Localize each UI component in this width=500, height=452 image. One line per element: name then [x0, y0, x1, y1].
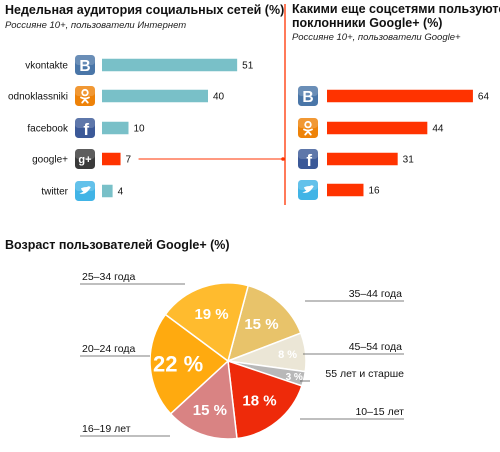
bar-vkontakte — [327, 89, 473, 103]
vk-icon: B — [298, 86, 318, 106]
chart-title-other-networks-line1: Какими еще соцсетями пользуются — [292, 2, 500, 16]
bar-vkontakte — [102, 58, 238, 72]
pie-label-55-лет-и-старше: 55 лет и старше — [325, 368, 404, 380]
value-label-vkontakte: 51 — [242, 61, 254, 72]
value-label-vkontakte: 64 — [478, 92, 490, 103]
pie-slice-25-34-года — [164, 282, 250, 363]
category-label-vkontakte: vkontakte — [25, 61, 68, 72]
pie-label-10-15-лет: 10–15 лет — [355, 406, 404, 418]
svg-text:f: f — [83, 120, 89, 139]
odnoklassniki-icon — [298, 118, 318, 138]
pie-value-20-24-года: 22 % — [153, 352, 203, 377]
pie-label-25-34-года: 25–34 года — [82, 271, 135, 283]
pie-slice-20-24-года — [149, 313, 230, 415]
value-label-odnoklassniki: 44 — [432, 124, 444, 135]
value-label-twitter: 16 — [368, 186, 380, 197]
chart-subtitle-other-networks: Россияне 10+, пользователи Google+ — [292, 32, 461, 43]
pie-value-45-54-года: 8 % — [278, 349, 297, 361]
pie-label-16-19-лет: 16–19 лет — [82, 423, 131, 435]
pie-label-45-54-года: 45–54 года — [349, 341, 402, 353]
pie-value-16-19-лет: 15 % — [193, 402, 227, 419]
pie-value-35-44-года: 15 % — [244, 316, 278, 333]
value-label-facebook: 10 — [134, 124, 146, 135]
pie-label-20-24-года: 20–24 года — [82, 343, 135, 355]
pie-value-55-лет-и-старше: 3 % — [286, 372, 303, 383]
chart-subtitle-weekly-audience: Россияне 10+, пользователи Интернет — [5, 20, 186, 31]
value-label-google-plus: 7 — [126, 155, 132, 166]
chart-title-other-networks-line2: поклонники Google+ (%) — [292, 16, 442, 30]
bar-facebook — [327, 152, 398, 166]
bar-google-plus — [102, 152, 121, 166]
age-pie-chart: 15 % 35–44 года 8 % 45–54 года 3 % 55 лет и с… — [80, 271, 404, 440]
twitter-icon — [75, 181, 95, 201]
pie-slice-16-19-лет — [169, 359, 238, 440]
other-networks-bar-chart: B 64 44 f 31 16 — [298, 86, 489, 200]
category-label-odnoklassniki: odnoklassniki — [8, 92, 68, 103]
svg-text:B: B — [302, 89, 313, 106]
pie-value-10-15-лет: 18 % — [242, 392, 276, 409]
google-plus-icon: g+ — [75, 149, 95, 169]
pie-slice-10-15-лет — [227, 359, 303, 440]
bar-odnoklassniki — [102, 89, 208, 103]
value-label-twitter: 4 — [118, 187, 124, 198]
facebook-icon: f — [298, 149, 318, 170]
svg-text:f: f — [306, 151, 312, 170]
category-label-google-plus: google+ — [32, 155, 68, 166]
category-label-facebook: facebook — [27, 124, 69, 135]
odnoklassniki-icon — [75, 86, 95, 106]
bar-facebook — [102, 121, 129, 135]
svg-text:B: B — [79, 58, 90, 75]
bar-twitter — [102, 184, 113, 198]
pie-slice-35-44-года — [226, 284, 302, 363]
value-label-facebook: 31 — [403, 155, 415, 166]
weekly-audience-bar-chart: vkontakte B 51 odnoklassniki 40 facebook f 10 go… — [8, 55, 285, 201]
value-label-odnoklassniki: 40 — [213, 92, 225, 103]
svg-text:g+: g+ — [78, 154, 91, 166]
bar-twitter — [327, 183, 364, 197]
pie-label-35-44-года: 35–44 года — [349, 288, 402, 300]
connector-dot — [281, 157, 285, 161]
facebook-icon: f — [75, 118, 95, 139]
vk-icon: B — [75, 55, 95, 75]
chart-title-weekly-audience: Недельная аудитория социальных сетей (%) — [5, 3, 284, 17]
pie-value-25-34-года: 19 % — [194, 306, 228, 323]
chart-title-age: Возраст пользователей Google+ (%) — [5, 238, 230, 252]
twitter-icon — [298, 180, 318, 200]
category-label-twitter: twitter — [41, 187, 68, 198]
bar-odnoklassniki — [327, 121, 428, 135]
